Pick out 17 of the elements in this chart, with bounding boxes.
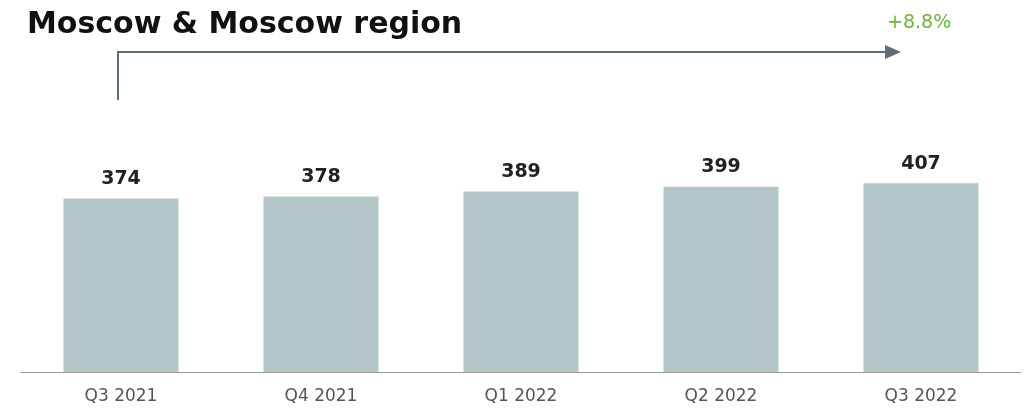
data-label: 389 (501, 159, 541, 181)
bar (663, 186, 779, 372)
x-tick-label: Q3 2022 (884, 384, 958, 405)
x-tick-label: Q4 2021 (284, 384, 358, 405)
bar (263, 196, 379, 372)
text: +8.8% (887, 10, 952, 32)
data-label: 374 (101, 165, 141, 188)
bar (463, 191, 579, 372)
data-label: 399 (701, 154, 741, 177)
data-label: 378 (301, 164, 341, 187)
x-tick-label: Q2 2022 (684, 384, 758, 405)
x-tick-label: Q3 2021 (84, 384, 158, 405)
data-label: 407 (901, 150, 941, 173)
bar (863, 183, 979, 372)
chart-title: Moscow & Moscow region (27, 4, 463, 40)
x-tick-label: Q1 2022 (484, 384, 558, 405)
bar (63, 198, 179, 372)
